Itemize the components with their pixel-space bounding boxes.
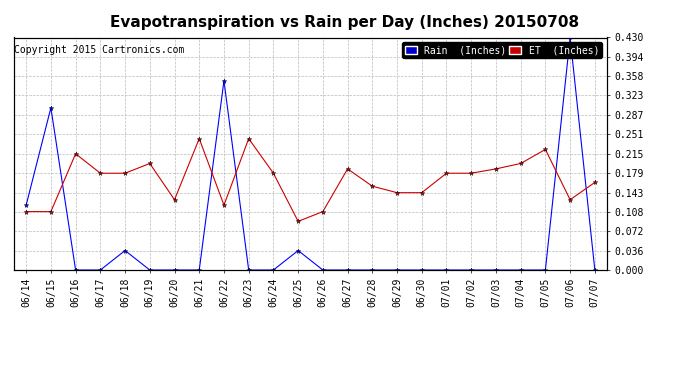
Text: Copyright 2015 Cartronics.com: Copyright 2015 Cartronics.com: [14, 45, 184, 55]
Legend: Rain  (Inches), ET  (Inches): Rain (Inches), ET (Inches): [402, 42, 602, 58]
Text: Evapotranspiration vs Rain per Day (Inches) 20150708: Evapotranspiration vs Rain per Day (Inch…: [110, 15, 580, 30]
